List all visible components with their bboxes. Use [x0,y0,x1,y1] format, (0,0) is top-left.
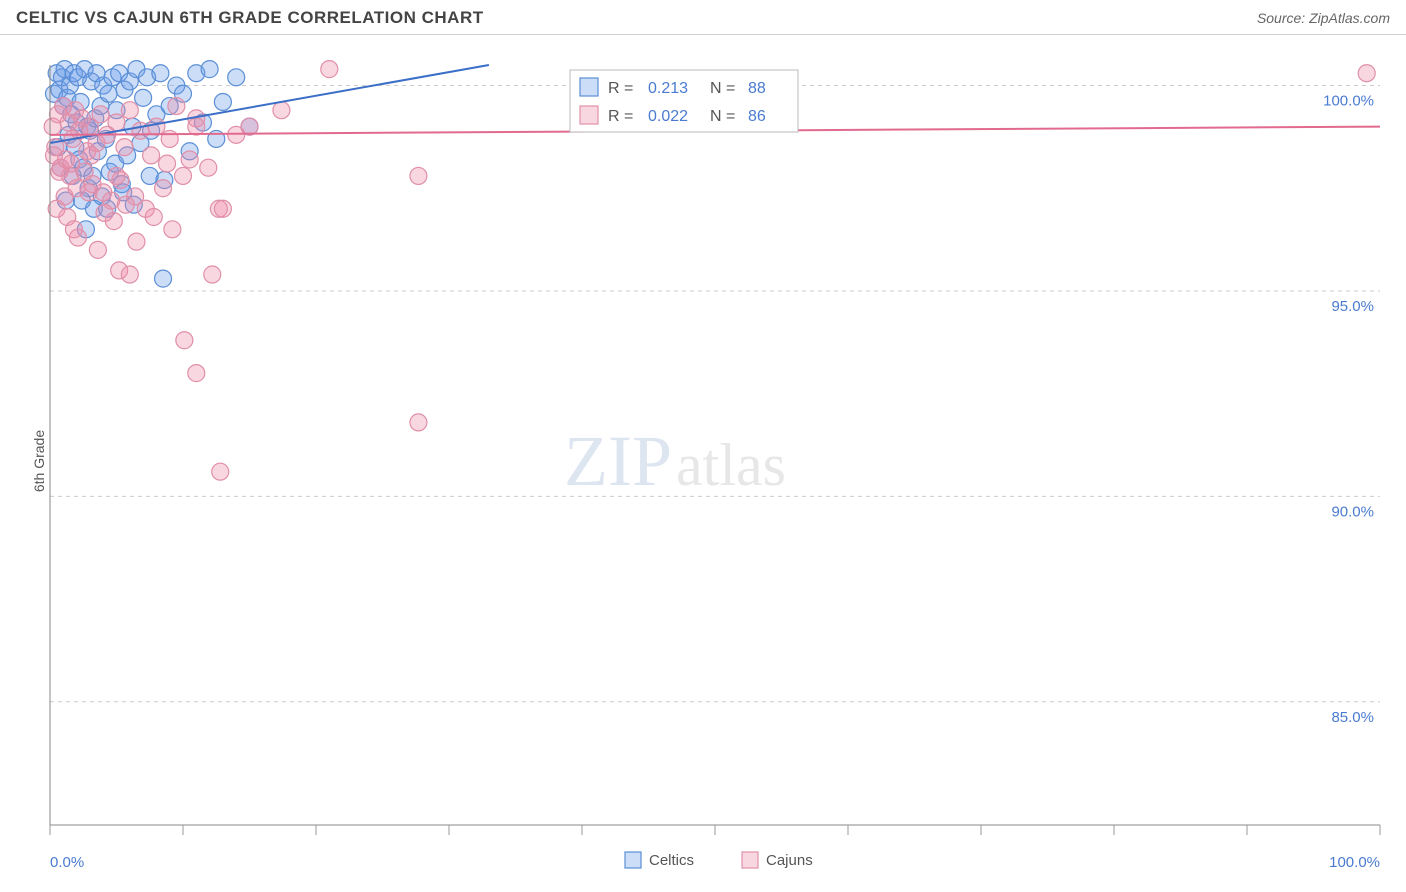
data-point [321,61,338,78]
legend-r-label: R = [608,80,633,97]
chart-area: 6th Grade 85.0% 90.0% 95.0% 100.0% ZIPatlas 0… [0,35,1406,887]
watermark: ZIPatlas [564,421,786,501]
bottom-legend-swatch [742,852,758,868]
y-tick-label: 90.0% [1331,503,1374,520]
legend-r-label: R = [608,108,633,125]
data-point [204,266,221,283]
data-point [128,233,145,250]
data-point [145,209,162,226]
data-point [148,118,165,135]
data-point [410,167,427,184]
data-point [273,102,290,119]
chart-header: CELTIC VS CAJUN 6TH GRADE CORRELATION CH… [0,0,1406,35]
data-point [100,85,117,102]
data-point [214,200,231,217]
data-point [121,102,138,119]
legend-swatch [580,78,598,96]
data-point [135,89,152,106]
bottom-legend-swatch [625,852,641,868]
x-tick-label: 100.0% [1329,854,1380,871]
data-point [63,155,80,172]
data-point [108,114,125,131]
data-point [200,159,217,176]
data-point [116,139,133,156]
data-point [168,98,185,115]
data-point [56,188,73,205]
y-axis-label: 6th Grade [31,430,47,492]
y-tick-label: 85.0% [1331,709,1374,726]
chart-title: CELTIC VS CAJUN 6TH GRADE CORRELATION CH… [16,8,484,28]
x-tick-label: 0.0% [50,854,84,871]
data-point [161,130,178,147]
data-point [214,93,231,110]
data-point [96,204,113,221]
bottom-legend-label: Celtics [649,852,694,869]
data-point [188,118,205,135]
scatter-plot: 85.0% 90.0% 95.0% 100.0% ZIPatlas 0.0% 100.0% R… [0,35,1406,887]
legend-r-value: 0.022 [648,108,688,125]
data-point [132,122,149,139]
legend-swatch [580,106,598,124]
data-point [188,365,205,382]
data-point [45,147,62,164]
y-tick-label: 100.0% [1323,93,1374,110]
bottom-legend-label: Cajuns [766,852,813,869]
data-point [1358,65,1375,82]
legend-n-value: 86 [748,108,766,125]
data-point [117,196,134,213]
data-point [80,184,97,201]
data-point [212,463,229,480]
legend-n-label: N = [710,80,735,97]
data-point [152,65,169,82]
data-point [143,147,160,164]
data-point [108,167,125,184]
data-point [181,151,198,168]
legend-r-value: 0.213 [648,80,688,97]
data-point [121,266,138,283]
data-point [92,106,109,123]
data-point [141,167,158,184]
data-point [65,221,82,238]
data-point [228,69,245,86]
legend-n-value: 88 [748,80,766,97]
data-point [201,61,218,78]
data-point [410,414,427,431]
data-point [159,155,176,172]
data-point [155,180,172,197]
data-point [89,241,106,258]
data-point [164,221,181,238]
data-point [176,332,193,349]
data-point [175,167,192,184]
chart-source: Source: ZipAtlas.com [1257,10,1390,26]
legend-n-label: N = [710,108,735,125]
data-point [83,147,100,164]
y-tick-label: 95.0% [1331,298,1374,315]
data-point [155,270,172,287]
